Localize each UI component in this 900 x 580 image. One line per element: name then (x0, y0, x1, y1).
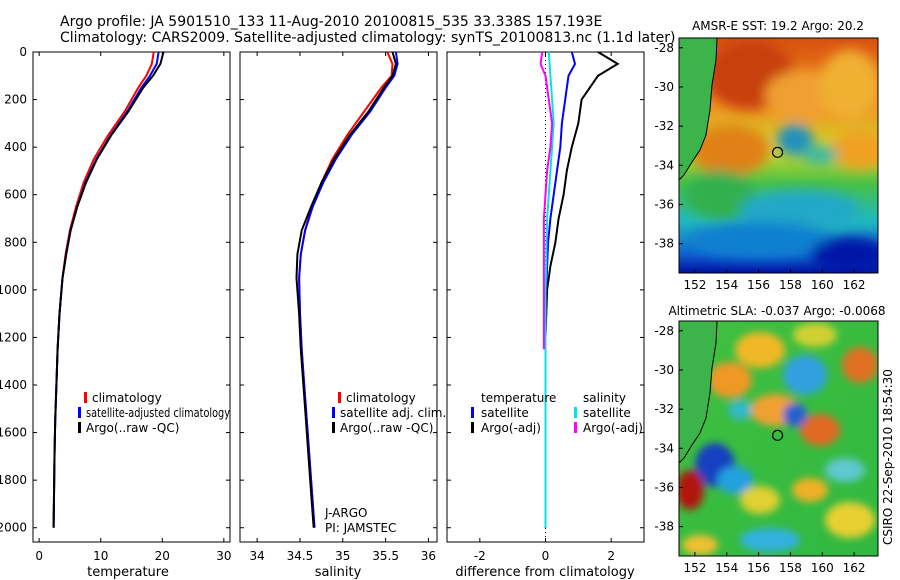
title-line-1: Argo profile: JA 5901510_133 11-Aug-2010… (60, 14, 602, 30)
depth-axis: 0 200 400 600 800 1000 1200 1400 1600 1800 2000 (0, 45, 230, 535)
legend-climatology: climatology (92, 391, 162, 405)
sla-field (679, 321, 878, 556)
sla-longitude-axis: 152 154 156 158 160 162 (683, 552, 866, 575)
lat-tick-label: -32 (654, 119, 674, 133)
x-tick-label: 20 (155, 549, 170, 563)
title-line-2: Climatology: CARS2009. Satellite-adjuste… (60, 30, 675, 46)
difference-panel: -2 0 2 difference from climatology tempera… (446, 51, 645, 580)
lat-tick-label: -30 (654, 363, 674, 377)
salinity-axes-frame (239, 51, 438, 543)
lat-tick-label: -34 (654, 158, 674, 172)
lon-tick-label: 152 (683, 278, 706, 292)
sst-field (679, 38, 878, 273)
legend-sal-satellite: satellite (583, 406, 631, 420)
sst-map-panel: AMSR-E SST: 19.2 Argo: 20.2 152 154 156 158 (654, 19, 879, 292)
x-tick-label: 34.5 (287, 549, 314, 563)
lat-tick-label: -28 (654, 41, 674, 55)
lon-tick-label: 158 (779, 561, 802, 575)
lon-tick-label: 154 (715, 561, 738, 575)
difference-x-axis: -2 0 2 (474, 52, 615, 563)
profile-location-marker (771, 146, 784, 158)
lat-tick-label: -30 (654, 80, 674, 94)
x-tick-label: 0 (35, 549, 43, 563)
depth-tick-label: 200 (4, 93, 27, 107)
lat-tick-label: -38 (654, 237, 674, 251)
pi-label: PI: JAMSTEC (325, 521, 396, 535)
series-line-salinity-satellite (544, 51, 555, 528)
legend-temperature-title: temperature (481, 391, 556, 405)
x-tick-label: 35 (335, 549, 350, 563)
legend-climatology: climatology (346, 391, 416, 405)
series-line-argo-raw-qc (52, 51, 165, 528)
series-line-argo-raw-qc (295, 51, 397, 528)
legend-argo-raw: Argo(..raw -QC) (340, 421, 433, 435)
sla-latitude-axis: -28 -30 -32 -34 -36 -38 (654, 324, 683, 534)
salinity-axis-label: salinity (315, 565, 362, 580)
credit-stamp: CSIRO 22-Sep-2010 18:54:30 (881, 369, 895, 545)
depth-tick-label: 1200 (0, 330, 27, 344)
lon-tick-label: 162 (843, 561, 866, 575)
lat-tick-label: -36 (654, 480, 674, 494)
temperature-axis-label: temperature (87, 565, 169, 580)
sla-map-panel: Altimetric SLA: -0.037 Argo: -0.0068 (654, 304, 885, 575)
depth-tick-label: 1600 (0, 426, 27, 440)
depth-tick-label: 400 (4, 140, 27, 154)
depth-tick-label: 2000 (0, 521, 27, 535)
x-tick-label: 2 (607, 549, 615, 563)
temperature-legend: climatology satellite-adjusted climatolo… (78, 391, 230, 435)
x-tick-label: 30 (216, 549, 231, 563)
x-tick-label: 35.5 (372, 549, 399, 563)
lon-tick-label: 156 (747, 561, 770, 575)
legend-salinity-title: salinity (583, 391, 626, 405)
sst-longitude-axis: 152 154 156 158 160 162 (683, 269, 866, 292)
x-tick-label: -2 (474, 549, 486, 563)
legend-sal-argo: Argo(-adj) (583, 421, 643, 435)
legend-temp-satellite: satellite (481, 406, 529, 420)
lat-tick-label: -38 (654, 520, 674, 534)
sst-map-frame (678, 37, 879, 274)
salinity-x-axis: 34 34.5 35 35.5 36 (249, 52, 436, 563)
difference-axis-label: difference from climatology (455, 565, 635, 580)
legend-temp-argo: Argo(-adj) (481, 421, 541, 435)
lon-tick-label: 160 (811, 278, 834, 292)
lat-tick-label: -28 (654, 324, 674, 338)
lat-tick-label: -32 (654, 402, 674, 416)
lon-tick-label: 152 (683, 561, 706, 575)
program-label: J-ARGO (324, 506, 367, 520)
lon-tick-label: 156 (747, 278, 770, 292)
series-line-salinity-argo-adj (539, 51, 554, 350)
lon-tick-label: 158 (779, 278, 802, 292)
depth-tick-label: 800 (4, 235, 27, 249)
sst-latitude-axis: -28 -30 -32 -34 -36 -38 (654, 41, 683, 251)
lon-tick-label: 162 (843, 278, 866, 292)
depth-tick-label: 0 (19, 45, 27, 59)
profile-location-marker (771, 429, 784, 441)
legend-argo-raw: Argo(..raw -QC) (86, 421, 179, 435)
depth-tick-label: 600 (4, 188, 27, 202)
depth-tick-label: 1800 (0, 473, 27, 487)
legend-satellite-adjusted-climatology: satellite-adjusted climatology (86, 406, 230, 420)
difference-legend: temperature salinity satellite Argo(-adj… (471, 391, 643, 435)
temperature-axes-frame (32, 51, 231, 543)
lat-tick-label: -34 (654, 441, 674, 455)
lon-tick-label: 154 (715, 278, 738, 292)
depth-tick-label: 1000 (0, 283, 27, 297)
legend-satellite-adj-clim: satellite adj. clim. (340, 406, 446, 420)
temperature-panel: 0 200 400 600 800 1000 1200 1400 1600 1800 2000 0 1… (0, 45, 231, 580)
salinity-legend: climatology satellite adj. clim. Argo(..… (332, 391, 446, 435)
sst-map-title: AMSR-E SST: 19.2 Argo: 20.2 (692, 19, 864, 33)
salinity-panel: 34 34.5 35 35.5 36 salinity climatology sate… (239, 51, 446, 580)
x-tick-label: 0 (542, 549, 550, 563)
x-tick-label: 36 (421, 549, 436, 563)
temperature-x-axis: 0 10 20 30 (35, 52, 231, 563)
lon-tick-label: 160 (811, 561, 834, 575)
depth-tick-label: 1400 (0, 378, 27, 392)
lat-tick-label: -36 (654, 197, 674, 211)
x-tick-label: 34 (249, 549, 264, 563)
sla-map-frame (678, 320, 879, 557)
sla-map-title: Altimetric SLA: -0.037 Argo: -0.0068 (668, 304, 885, 318)
x-tick-label: 10 (93, 549, 108, 563)
